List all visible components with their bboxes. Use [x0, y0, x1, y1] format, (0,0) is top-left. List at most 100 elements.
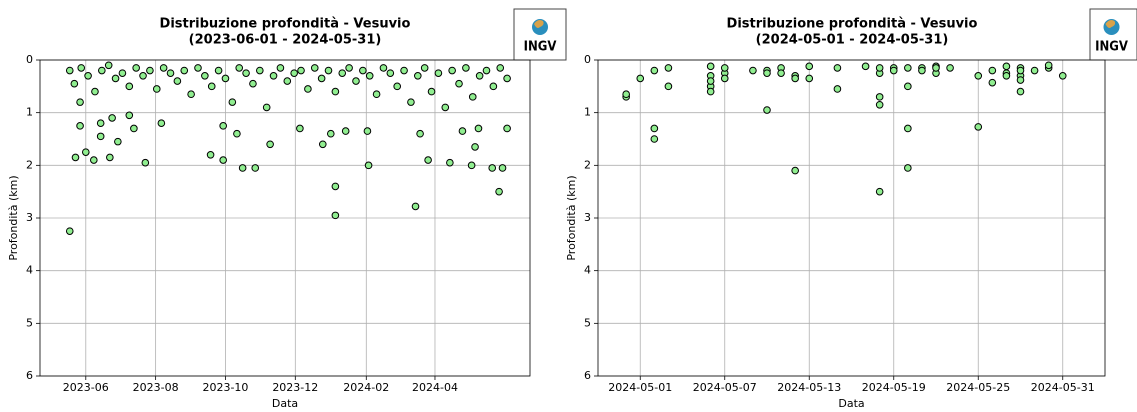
data-point: [918, 66, 926, 75]
data-point: [233, 129, 241, 138]
logo-text: INGV: [524, 40, 557, 55]
data-point: [235, 64, 244, 72]
chart-title: Distribuzione profondità - Vesuvio: [727, 17, 978, 32]
data-point: [139, 72, 147, 80]
data-point: [720, 64, 729, 72]
data-point: [318, 140, 327, 149]
data-point: [363, 127, 372, 135]
data-point: [861, 62, 870, 71]
data-point: [125, 111, 134, 120]
data-point: [462, 64, 470, 72]
x-tick-label: 2024-02: [343, 381, 389, 394]
data-point: [125, 82, 134, 91]
data-point: [324, 66, 333, 75]
data-point: [706, 62, 715, 71]
data-point: [706, 77, 715, 85]
data-point: [489, 82, 498, 91]
data-point: [65, 66, 74, 75]
x-tick-label: 2024-05-25: [946, 381, 1010, 394]
data-point: [889, 66, 898, 75]
data-point: [805, 74, 814, 83]
data-point: [71, 153, 80, 162]
data-point: [159, 64, 168, 72]
chart-subtitle: (2024-05-01 - 2024-05-31): [756, 33, 949, 48]
x-tick-label: 2023-10: [202, 381, 248, 394]
data-point: [132, 64, 140, 72]
x-tick-label: 2024-05-13: [777, 381, 841, 394]
y-tick-label: 2: [26, 158, 33, 171]
data-point: [833, 64, 842, 72]
data-point: [152, 85, 161, 93]
data-point: [141, 158, 150, 167]
plot-frame: [39, 59, 531, 377]
data-point: [364, 161, 373, 170]
data-point: [393, 82, 401, 91]
data-point: [904, 164, 912, 172]
data-point: [104, 61, 113, 70]
data-point: [988, 66, 997, 75]
data-point: [458, 127, 467, 135]
data-point: [84, 72, 92, 80]
data-point: [988, 78, 997, 87]
y-axis-label: Profondità (km): [7, 175, 20, 260]
data-point: [749, 66, 757, 75]
y-tick-label: 1: [584, 106, 591, 119]
data-point: [448, 66, 456, 75]
data-point: [331, 211, 340, 220]
data-point: [338, 69, 347, 77]
data-point: [106, 153, 114, 162]
data-point: [496, 64, 505, 72]
data-point: [833, 85, 842, 93]
data-point: [424, 156, 432, 164]
data-point: [249, 79, 257, 88]
logo-text: INGV: [1095, 40, 1128, 55]
data-point: [341, 127, 350, 135]
data-point: [146, 66, 154, 75]
y-tick-label: 5: [584, 316, 591, 329]
data-point: [441, 103, 450, 112]
data-point: [407, 98, 415, 106]
data-point: [76, 122, 84, 130]
data-point: [503, 124, 511, 133]
data-point: [310, 64, 319, 72]
data-point: [471, 143, 479, 151]
data-point: [904, 82, 912, 91]
data-point: [379, 64, 388, 72]
data-point: [650, 66, 659, 75]
data-point: [875, 93, 884, 101]
data-point: [290, 69, 298, 77]
x-tick-label: 2024-04: [412, 381, 458, 394]
y-tick-label: 6: [26, 369, 33, 382]
data-point: [904, 64, 912, 72]
data-point: [118, 69, 127, 77]
data-point: [180, 66, 189, 75]
data-point: [317, 74, 326, 83]
data-point: [791, 74, 799, 83]
data-point: [331, 87, 340, 96]
data-point: [791, 166, 799, 175]
x-tick-label: 2023-08: [133, 381, 179, 394]
data-point: [269, 72, 278, 80]
data-point: [1002, 72, 1011, 80]
x-tick-label: 2023-06: [63, 381, 109, 394]
data-point: [114, 137, 122, 146]
data-point: [219, 156, 227, 164]
data-point: [266, 140, 274, 149]
data-point: [297, 66, 305, 75]
data-point: [414, 72, 422, 80]
data-point: [777, 69, 785, 77]
data-point: [283, 77, 292, 85]
data-point: [974, 123, 983, 131]
chart-subtitle: (2023-06-01 - 2024-05-31): [189, 33, 382, 48]
data-point: [96, 132, 105, 141]
y-tick-label: 0: [584, 53, 591, 66]
data-point: [400, 66, 408, 75]
data-point: [475, 72, 484, 80]
data-point: [166, 69, 175, 77]
data-point: [1016, 76, 1025, 84]
data-point: [111, 74, 120, 83]
data-point: [622, 90, 630, 99]
data-point: [650, 135, 659, 143]
data-point: [664, 82, 673, 91]
